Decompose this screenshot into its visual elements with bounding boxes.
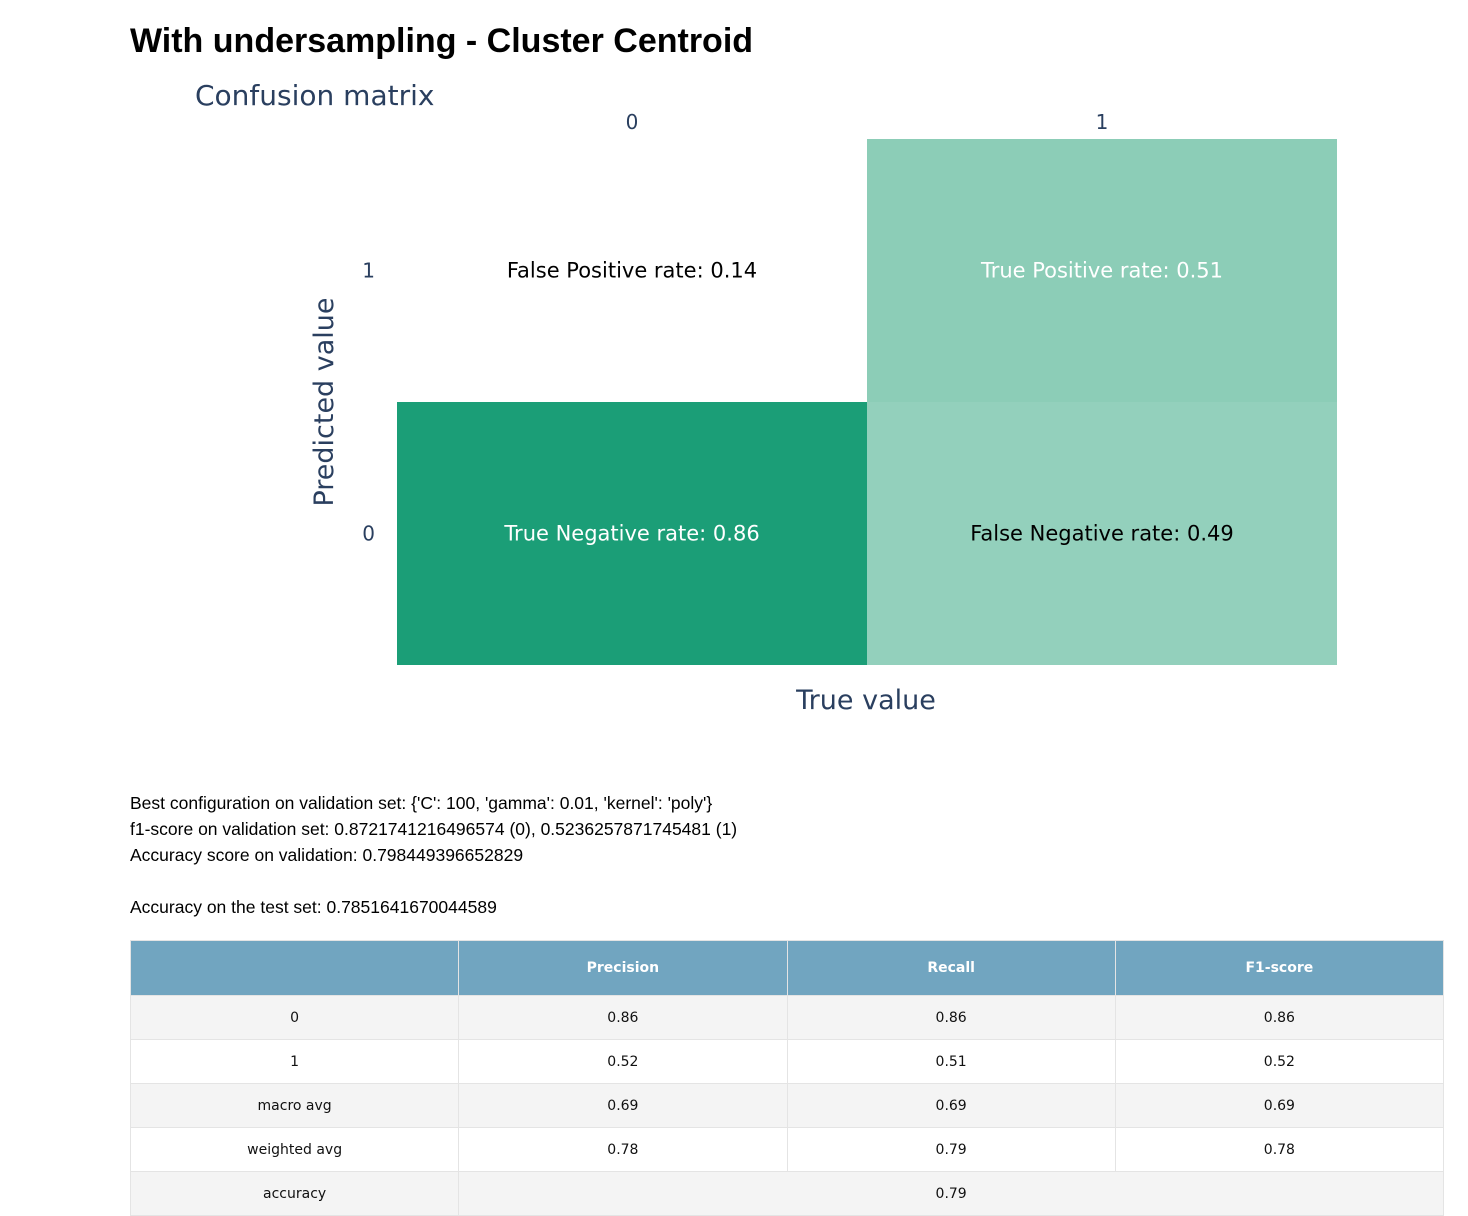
- precision-cell: 0.86: [458, 995, 788, 1040]
- table-row: macro avg 0.69 0.69 0.69: [129, 1083, 1445, 1128]
- x-tick-label: 1: [1096, 110, 1109, 134]
- table-row: weighted avg 0.78 0.79 0.78: [129, 1127, 1445, 1172]
- y-tick-label: 1: [362, 259, 375, 283]
- row-label: weighted avg: [129, 1127, 460, 1172]
- classification-report-table: Precision Recall F1-score 0 0.86 0.86 0.…: [129, 940, 1445, 1216]
- cell-label: False Positive rate: 0.14: [507, 259, 757, 283]
- heatmap-cell: [397, 402, 867, 665]
- x-tick-label: 0: [626, 110, 639, 134]
- table-header-row: Precision Recall F1-score: [129, 940, 1445, 996]
- table-row-accuracy: accuracy 0.79: [129, 1171, 1444, 1216]
- heatmap-cell: [867, 139, 1337, 402]
- chart-title: Confusion matrix: [195, 79, 434, 112]
- cell-label: False Negative rate: 0.49: [970, 522, 1233, 546]
- accuracy-cell: 0.79: [458, 1171, 1444, 1216]
- x-axis-label: True value: [795, 685, 936, 716]
- row-label: 1: [129, 1039, 460, 1084]
- recall-cell: 0.86: [786, 995, 1116, 1040]
- best-config-text: Best configuration on validation set: {'…: [130, 793, 713, 813]
- y-tick-label: 0: [362, 522, 375, 546]
- axis-ticks: 0 1 1 0: [362, 110, 1108, 546]
- row-label: accuracy: [129, 1171, 460, 1216]
- accuracy-validation-text: Accuracy score on validation: 0.79844939…: [130, 845, 524, 865]
- f1-cell: 0.78: [1114, 1127, 1445, 1172]
- heatmap-cell: [397, 139, 867, 402]
- heatmap-cell: [867, 402, 1337, 665]
- page-title: With undersampling - Cluster Centroid: [130, 22, 754, 60]
- f1-cell: 0.86: [1114, 995, 1445, 1040]
- f1-validation-text: f1-score on validation set: 0.8721741216…: [130, 819, 738, 839]
- header-cell-f1: F1-score: [1114, 940, 1445, 996]
- accuracy-test-text: Accuracy on the test set: 0.785164167004…: [130, 897, 497, 917]
- precision-cell: 0.78: [458, 1127, 788, 1172]
- results-summary: Best configuration on validation set: {'…: [130, 790, 737, 920]
- confusion-matrix-heatmap: Confusion matrix False Positive rate: 0.…: [195, 79, 1337, 716]
- header-cell-recall: Recall: [786, 940, 1116, 996]
- header-cell-precision: Precision: [458, 940, 788, 996]
- recall-cell: 0.79: [786, 1127, 1116, 1172]
- heatmap-cells: False Positive rate: 0.14 True Positive r…: [397, 139, 1337, 665]
- row-label: 0: [129, 995, 460, 1040]
- cell-label: True Negative rate: 0.86: [503, 522, 759, 546]
- recall-cell: 0.69: [786, 1083, 1116, 1128]
- table-row: 0 0.86 0.86 0.86: [129, 995, 1445, 1040]
- recall-cell: 0.51: [786, 1039, 1116, 1084]
- row-label: macro avg: [129, 1083, 460, 1128]
- header-cell-label: [129, 940, 460, 996]
- y-axis-label: Predicted value: [309, 297, 340, 506]
- spacer: [130, 868, 737, 894]
- f1-cell: 0.69: [1114, 1083, 1445, 1128]
- precision-cell: 0.69: [458, 1083, 788, 1128]
- table-row: 1 0.52 0.51 0.52: [129, 1039, 1445, 1084]
- precision-cell: 0.52: [458, 1039, 788, 1084]
- cell-label: True Positive rate: 0.51: [980, 259, 1223, 283]
- f1-cell: 0.52: [1114, 1039, 1445, 1084]
